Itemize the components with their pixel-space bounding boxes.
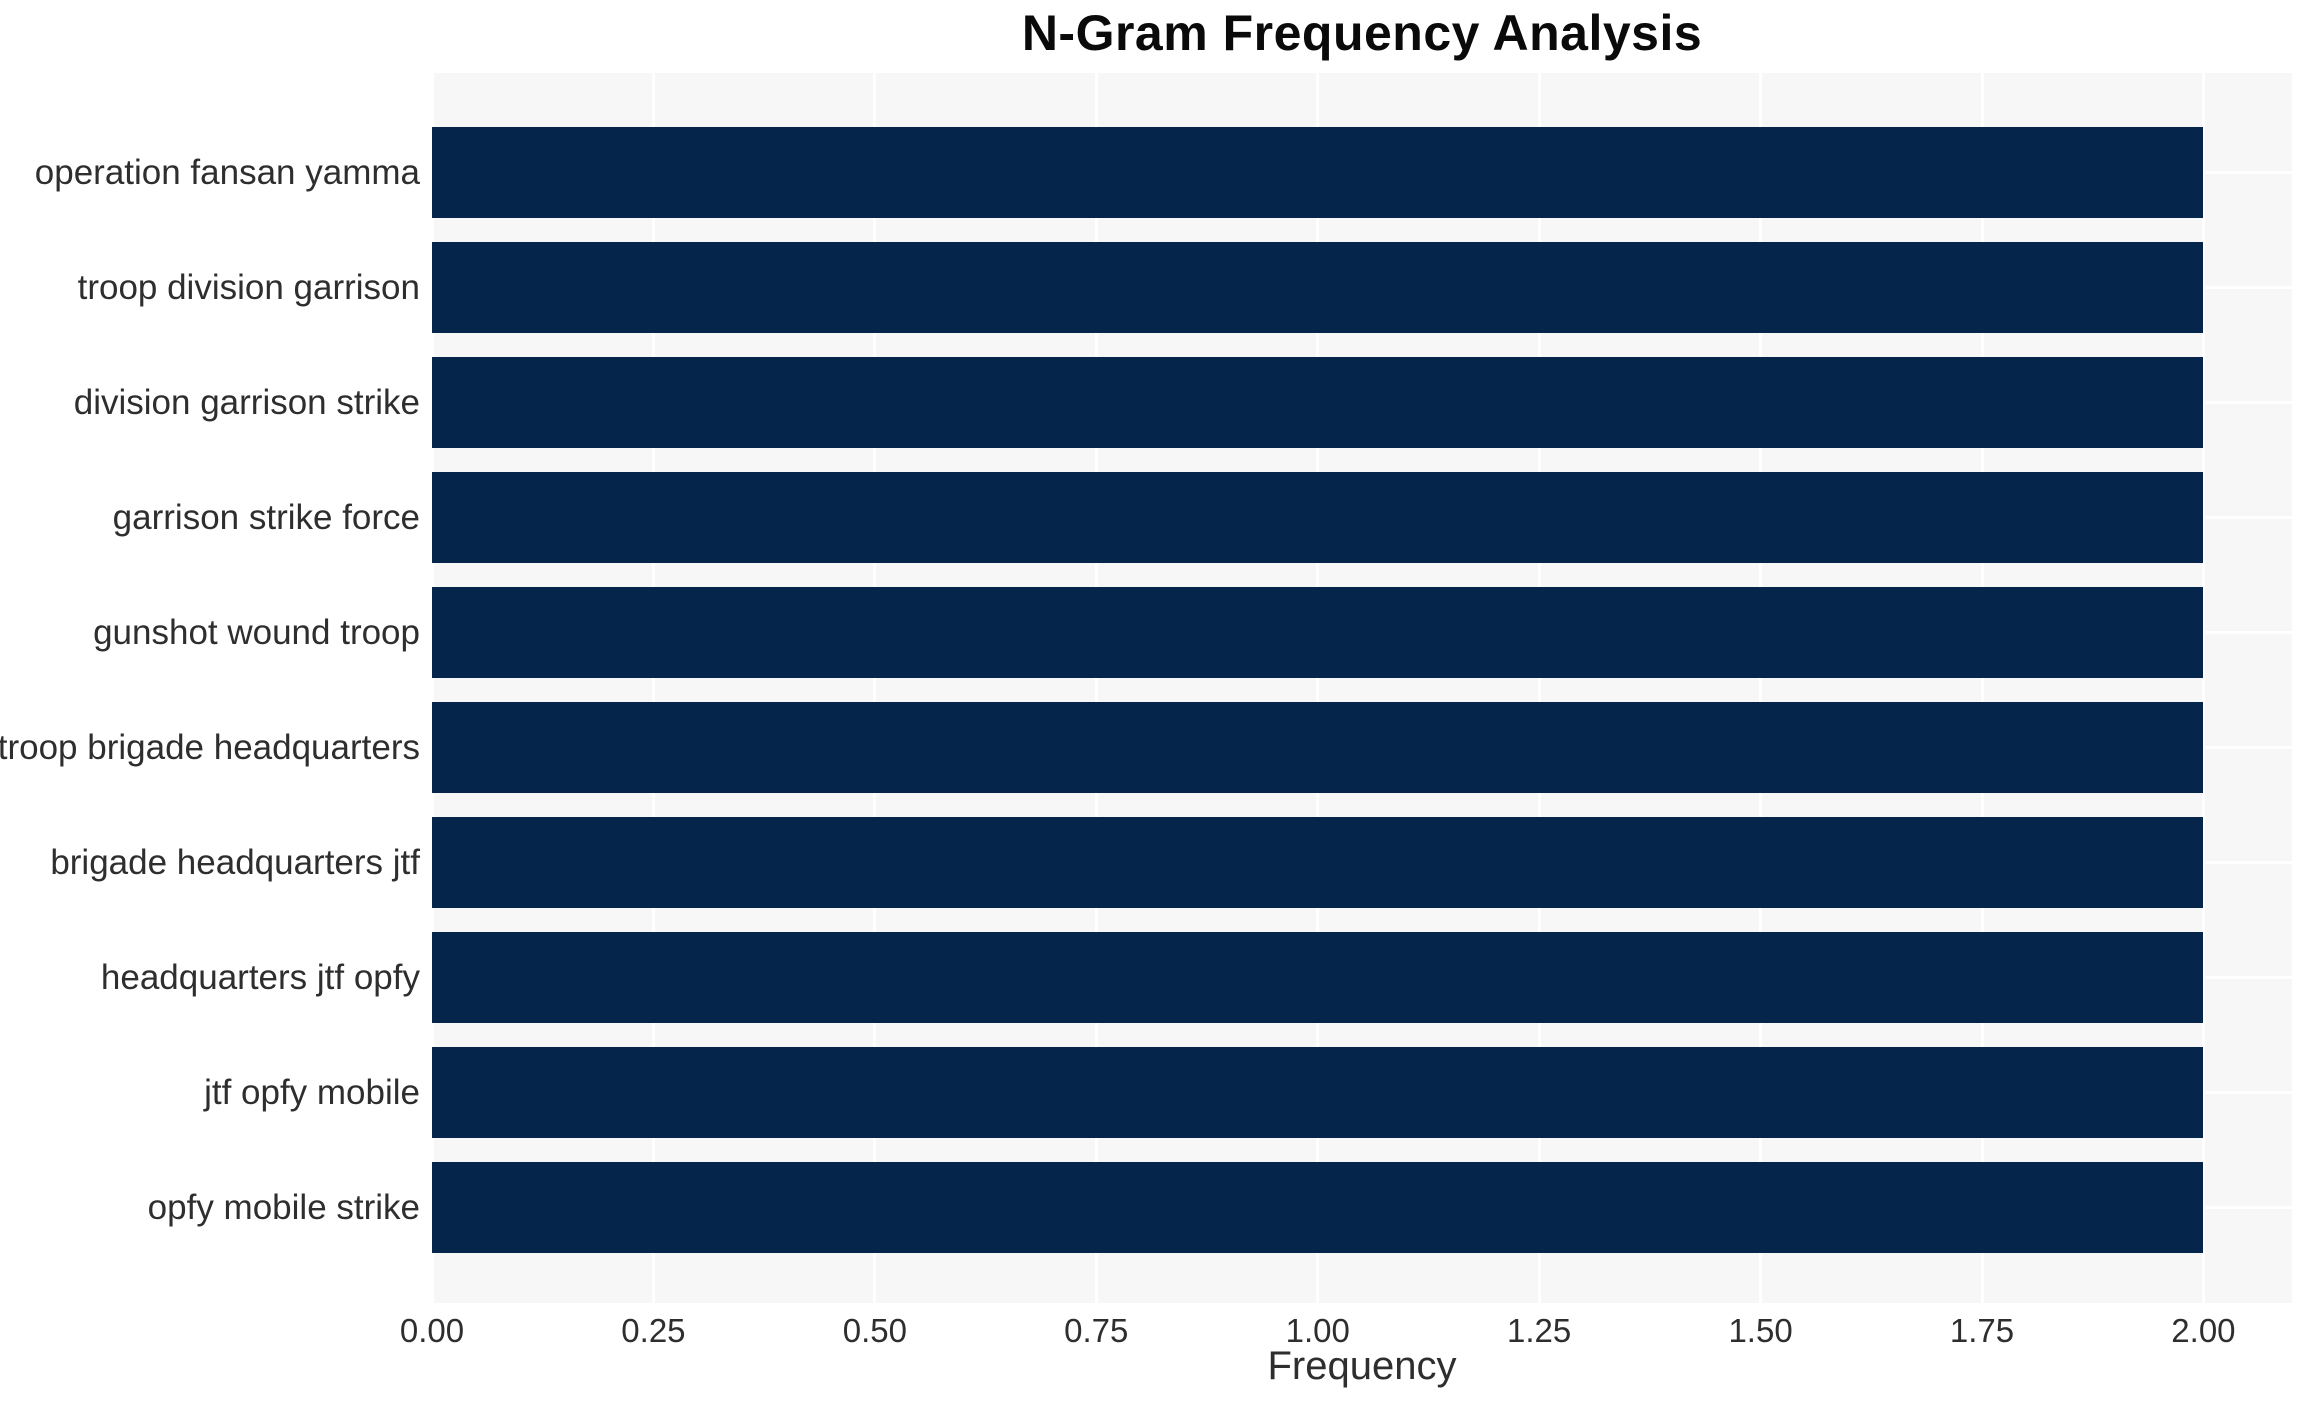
x-tick-label: 1.75	[1949, 1312, 2015, 1349]
chart-title: N-Gram Frequency Analysis	[1021, 5, 1703, 61]
bar	[432, 817, 2204, 908]
bar	[432, 1162, 2204, 1253]
y-tick-label: jtf opfy mobile	[204, 1072, 420, 1112]
x-tick-label: 0.00	[399, 1312, 465, 1349]
bar-rows: operation fansan yamma troop division gar…	[0, 73, 2292, 1303]
y-tick-label: brigade headquarters jtf	[50, 842, 420, 882]
v-gridline	[2201, 73, 2205, 1303]
y-tick-label: troop division garrison	[77, 267, 420, 307]
v-gridline	[1980, 73, 1984, 1303]
v-gridline	[1759, 73, 1763, 1303]
x-tick-label: 1.50	[1728, 1312, 1793, 1349]
y-tick-label: division garrison strike	[73, 382, 420, 422]
bar-row: brigade headquarters jtf	[50, 817, 2292, 908]
bar-row: gunshot wound troop	[93, 587, 2292, 678]
v-gridline	[1316, 73, 1320, 1303]
x-axis-ticks: 0.00 0.25 0.50 0.75 1.00 1.25 1.50 1.75 2.00	[400, 1312, 2292, 1354]
v-gridline	[430, 73, 434, 1303]
x-tick-label: 1.00	[1285, 1312, 1350, 1349]
bar	[432, 472, 2204, 563]
x-tick-label: 0.25	[621, 1312, 686, 1349]
bar	[432, 702, 2204, 793]
v-gridline	[873, 73, 877, 1303]
bar-row: jtf opfy mobile	[204, 1047, 2292, 1138]
y-tick-label: operation fansan yamma	[34, 152, 420, 192]
x-tick-label: 0.50	[842, 1312, 907, 1349]
bar-row: opfy mobile strike	[148, 1162, 2292, 1253]
y-tick-label: gunshot wound troop	[93, 612, 420, 652]
x-tick-label: 0.75	[1064, 1312, 1129, 1349]
bar-row: troop brigade headquarters	[0, 702, 2292, 793]
vertical-gridlines	[430, 73, 2292, 1303]
bar-row: garrison strike force	[113, 472, 2292, 563]
bar	[432, 127, 2204, 218]
bar	[432, 357, 2204, 448]
plot-area: operation fansan yamma troop division gar…	[0, 73, 2292, 1303]
bar-row: operation fansan yamma	[35, 127, 2292, 218]
y-tick-label: headquarters jtf opfy	[100, 957, 420, 997]
bar-row: division garrison strike	[74, 357, 2292, 448]
bar-row: headquarters jtf opfy	[101, 932, 2292, 1023]
y-tick-label: garrison strike force	[112, 497, 420, 537]
y-tick-label: troop brigade headquarters	[0, 727, 420, 767]
x-tick-label: 2.00	[2171, 1312, 2236, 1349]
bar	[432, 587, 2204, 678]
bar	[432, 932, 2204, 1023]
y-tick-label: opfy mobile strike	[147, 1187, 420, 1227]
bar	[432, 242, 2204, 333]
x-axis-label: Frequency	[1267, 1344, 1457, 1388]
v-gridline	[1537, 73, 1541, 1303]
bar-row: troop division garrison	[78, 242, 2292, 333]
x-tick-label: 1.25	[1507, 1312, 1572, 1349]
v-gridline	[1094, 73, 1098, 1303]
bar	[432, 1047, 2204, 1138]
v-gridline	[651, 73, 655, 1303]
